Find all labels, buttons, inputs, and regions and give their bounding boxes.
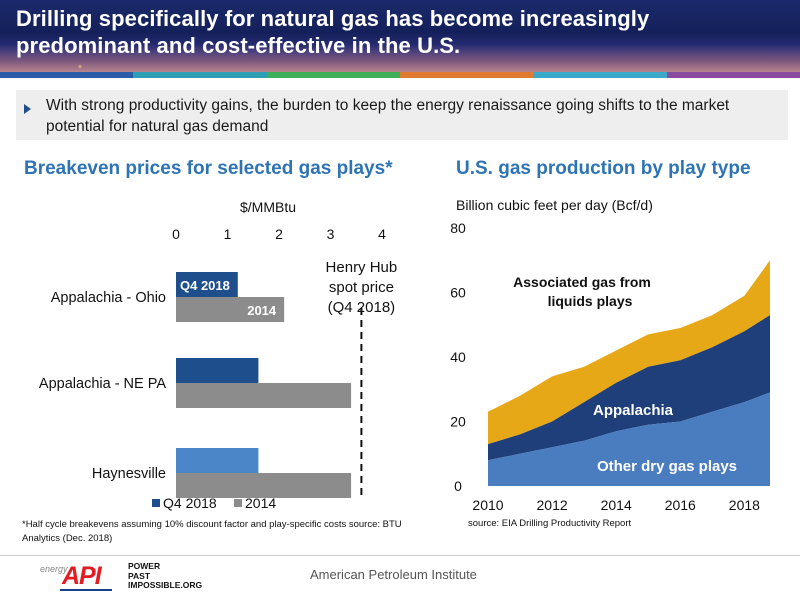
category-label: Haynesville [92,466,166,482]
legend-label: Q4 2018 [163,495,217,511]
y-tick-label: 20 [450,414,466,430]
bar-2014 [176,383,352,408]
production-area-chart: Billion cubic feet per day (Bcf/d) 0 20 40 6… [450,197,770,513]
legend-label: 2014 [245,495,276,511]
area-appalachia [488,315,770,461]
area-label-associated: Associated gas from [513,274,651,290]
header-banner: Drilling specifically for natural gas ha… [0,0,800,72]
strip-segment [266,72,400,78]
bar-data-label: Q4 2018 [180,278,230,293]
area-label-appalachia: Appalachia [593,402,674,419]
y-axis-label: Billion cubic feet per day (Bcf/d) [456,197,653,213]
reference-line-label: spot price [329,279,394,296]
strip-segment [666,72,800,78]
y-tick-label: 60 [450,285,466,301]
area-label-associated: liquids plays [548,293,633,309]
strip-segment [399,72,534,78]
api-logo: energy API POWER PAST IMPOSSIBLE.ORG [40,561,203,592]
x-tick-label: 0 [172,226,180,242]
bar-2014 [176,297,285,322]
bar-data-label: 2014 [247,303,277,318]
category-label: Appalachia - Ohio [51,290,166,306]
x-tick-label: 2012 [537,497,568,513]
bar-2014 [176,473,352,498]
strip-segment [133,72,267,78]
energy-logo-text: energy [40,564,68,574]
reference-line-label: Henry Hub [326,259,398,276]
x-tick-label: 3 [327,226,335,242]
tagline: POWER PAST IMPOSSIBLE.ORG [128,561,203,591]
tagline-line: IMPOSSIBLE.ORG [128,580,203,590]
area-label-other: Other dry gas plays [597,458,737,475]
bar-q4-2018 [176,272,238,297]
bar-q4-2018 [176,448,259,473]
tagline-line: PAST [128,570,151,581]
x-tick-label: 2016 [665,497,696,513]
reference-line-label: (Q4 2018) [328,299,396,316]
category-label: Appalachia - NE PA [39,376,166,392]
bullet-arrow-icon [24,104,31,114]
area-other-dry-gas-plays [488,392,770,486]
bullet-text: With strong productivity gains, the burd… [46,97,730,135]
api-logo-underline [60,589,112,591]
x-tick-label: 2010 [472,497,503,513]
strip-segment [0,72,134,78]
city-skyline-image [0,44,800,72]
strip-segment [533,72,667,78]
left-footnote: *Half cycle breakevens assuming 10% disc… [22,519,402,544]
y-tick-label: 0 [454,478,462,494]
footer-org-name: American Petroleum Institute [310,567,477,582]
tagline-line: POWER [128,561,161,571]
y-tick-label: 80 [450,220,466,236]
color-strip [0,72,800,78]
api-logo-text: API [62,562,102,590]
x-tick-label: 2 [275,226,283,242]
area-associated-gas-from-liquids-plays [488,260,770,445]
breakeven-bar-chart: $/MMBtu 0 1 2 3 4 Appalachia - Ohio Q4 2018 2014… [39,199,398,511]
x-tick-label: 2018 [729,497,760,513]
left-chart-title: Breakeven prices for selected gas plays* [24,158,393,179]
x-tick-label: 1 [224,226,232,242]
x-tick-label: 2014 [601,497,632,513]
page-title: Drilling specifically for natural gas ha… [16,6,650,58]
footer-divider [0,555,800,556]
legend-swatch [234,499,242,507]
y-tick-label: 40 [450,349,466,365]
x-axis-label: $/MMBtu [240,199,296,215]
right-source: source: EIA Drilling Productivity Report [468,518,632,529]
legend-swatch [152,499,160,507]
bar-q4-2018 [176,358,259,383]
x-tick-label: 4 [378,226,386,242]
bullet-box: With strong productivity gains, the burd… [16,90,788,140]
right-chart-title: U.S. gas production by play type [456,158,751,179]
